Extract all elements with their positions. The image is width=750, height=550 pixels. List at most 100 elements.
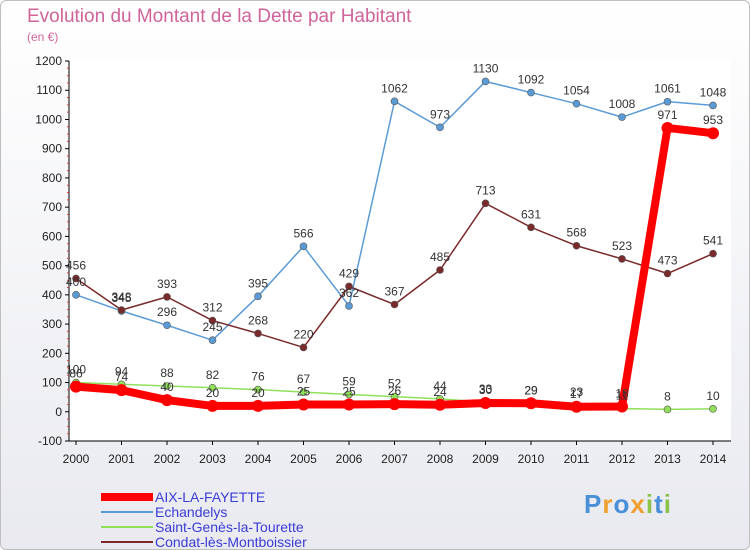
data-point [527,88,535,97]
data-label: 86 [69,367,83,381]
y-tick-label: 900 [42,142,62,156]
x-tick-label: 2014 [700,452,727,466]
data-label: 395 [248,276,268,290]
data-label: 1048 [700,85,727,99]
y-tick-label: 500 [42,259,62,273]
data-point [208,336,217,344]
data-label: 473 [657,254,677,268]
data-label: 17 [570,387,584,401]
data-label: 400 [66,275,86,289]
logo-letter: o [613,489,631,519]
legend-swatch [101,526,153,528]
data-point [70,380,82,393]
data-label: 973 [430,107,450,121]
data-label: 30 [479,383,493,397]
data-label: 631 [521,207,541,221]
data-point [527,223,535,232]
legend-item: Condat-lès-Montboissier [101,534,307,549]
data-point [252,399,264,412]
chart-unit: (en €) [27,30,59,44]
data-point [481,199,490,208]
data-point [663,405,672,414]
legend-swatch [101,493,153,501]
data-label: 52 [388,377,402,391]
y-tick-label: 600 [42,229,62,243]
data-label: 40 [160,380,174,394]
data-point [208,383,217,392]
data-point [618,113,626,121]
data-label: 345 [111,291,131,305]
y-tick-label: 800 [42,171,62,185]
data-label: 18 [615,387,629,401]
x-tick-label: 2003 [199,452,226,466]
data-point [299,388,308,396]
y-tick-label: 300 [42,317,62,331]
logo-letter: t [654,489,664,519]
data-point [709,101,717,110]
x-tick-label: 2002 [154,452,181,466]
data-label: 8 [664,389,671,403]
data-point [481,77,490,86]
y-tick-label: 700 [42,200,62,214]
data-label: 29 [524,383,538,397]
data-label: 1008 [609,97,636,111]
x-tick-label: 2001 [108,452,135,466]
data-point [299,242,308,251]
data-label: 393 [157,277,177,291]
data-label: 1092 [518,73,545,87]
y-tick-label: 200 [42,346,62,360]
data-point [345,282,353,291]
data-point [297,398,310,411]
proxiti-logo: Proxiti [584,489,672,520]
data-label: 74 [115,370,129,384]
x-tick-label: 2000 [63,452,90,466]
data-point [572,99,581,108]
x-tick-label: 2009 [472,452,499,466]
y-tick-label: 100 [42,376,62,390]
legend-swatch [101,511,153,513]
y-tick-label: 400 [42,288,62,302]
y-tick-label: 1200 [35,54,62,68]
data-label: 94 [115,364,129,378]
data-label: 11 [616,389,629,403]
y-tick-label: 0 [55,405,62,419]
x-tick-label: 2006 [336,452,363,466]
data-label: 20 [206,386,220,400]
data-point [345,390,353,399]
data-label: 268 [248,313,268,327]
x-tick-label: 2013 [654,452,681,466]
legend-label: Echandelys [155,504,228,520]
data-label: 953 [703,113,723,127]
data-point [345,302,353,310]
data-point [206,399,219,412]
legend-label: AIX-LA-FAYETTE [155,489,266,505]
data-point [117,306,126,314]
data-point [663,269,672,278]
data-label: 348 [111,290,131,304]
logo-letter: i [663,489,672,519]
data-label: 29 [524,383,538,397]
data-label: 23 [570,385,584,399]
data-label: 245 [202,320,222,334]
data-point [163,382,171,390]
data-label: 541 [703,234,723,248]
x-tick-label: 2010 [518,452,545,466]
chart-title: Evolution du Montant de la Dette par Hab… [27,6,412,27]
data-point [434,398,446,411]
data-label: 1130 [473,61,499,75]
data-label: 25 [342,384,356,398]
x-tick-label: 2007 [381,452,408,466]
data-point [254,292,262,301]
data-label: 1062 [381,81,408,95]
data-point [709,405,717,413]
data-point [436,123,444,132]
data-point [663,97,672,106]
logo-letter: x [630,489,646,519]
x-tick-label: 2008 [427,452,454,466]
legend-label: Saint-Genès-la-Tourette [155,519,304,535]
data-label: 1054 [563,84,590,98]
data-point [709,249,717,258]
data-point [163,293,171,301]
data-label: 568 [566,226,586,240]
